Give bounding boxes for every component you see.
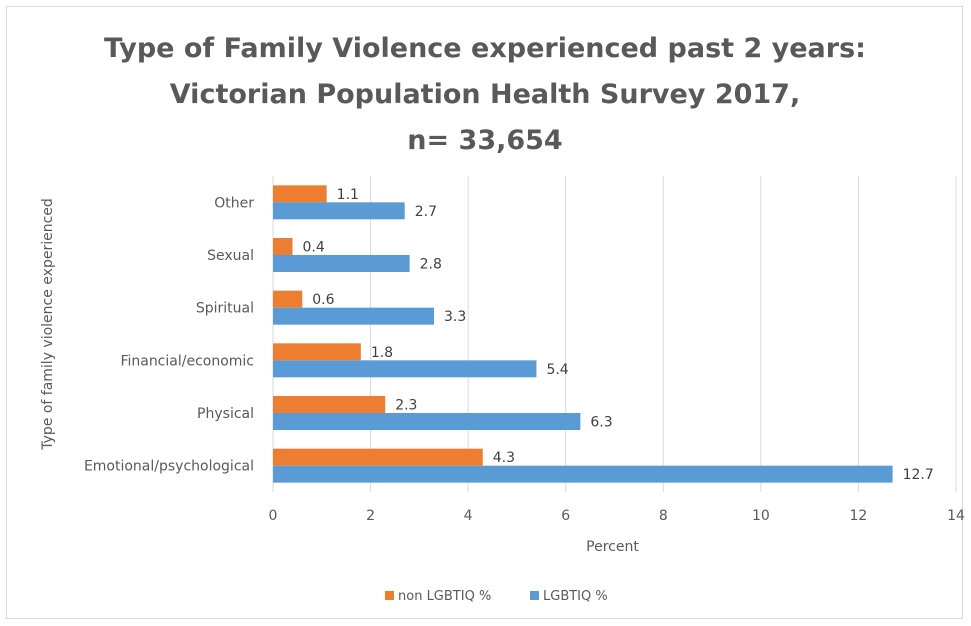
title-line-1: Type of Family Violence experienced past… [104, 33, 866, 64]
bar-lgbtiq [273, 360, 537, 378]
x-tick-labels: 0 2 4 6 8 10 12 14 [269, 508, 965, 524]
data-label: 6.3 [590, 415, 612, 431]
x-tick-label: 6 [561, 508, 570, 524]
data-label: 2.7 [415, 204, 437, 220]
y-axis-title: Type of family violence experienced [40, 198, 56, 451]
category-label: Financial/economic [120, 353, 254, 369]
category-label: Sexual [207, 248, 254, 264]
bar-non-lgbtiq [273, 343, 361, 361]
data-label: 12.7 [903, 467, 934, 483]
bar-non-lgbtiq [273, 238, 293, 255]
x-tick-label: 4 [464, 508, 473, 524]
title-line-3: n= 33,654 [407, 125, 562, 156]
legend-swatch [530, 591, 539, 600]
data-label: 5.4 [546, 362, 568, 378]
data-label: 4.3 [493, 450, 515, 466]
x-tick-label: 14 [947, 508, 965, 524]
x-tick-label: 2 [366, 508, 375, 524]
gridlines [272, 176, 957, 492]
x-tick-label: 0 [269, 508, 278, 524]
bar-non-lgbtiq [273, 396, 386, 413]
bar-non-lgbtiq [273, 290, 303, 308]
legend: non LGBTIQ % LGBTIQ % [385, 589, 608, 604]
data-label: 2.3 [395, 398, 417, 414]
bars: 4.3 12.7 2.3 6.3 1.8 5.4 0.6 3.3 0.4 2.8 1.1 2.7 [273, 185, 934, 483]
data-label: 2.8 [420, 257, 442, 273]
chart-title: Type of Family Violence experienced past… [104, 33, 866, 156]
category-labels: Emotional/psychological Physical Financial… [84, 195, 254, 474]
legend-label: LGBTIQ % [543, 589, 608, 604]
title-line-2: Victorian Population Health Survey 2017, [170, 79, 800, 110]
chart-frame [6, 6, 963, 619]
data-label: 1.1 [337, 187, 359, 203]
bar-lgbtiq [273, 255, 410, 272]
bar-non-lgbtiq [273, 448, 483, 466]
category-label: Other [214, 195, 254, 211]
x-tick-label: 10 [752, 508, 770, 524]
data-label: 0.6 [312, 292, 334, 308]
category-label: Spiritual [196, 301, 254, 317]
x-tick-label: 12 [850, 508, 868, 524]
x-axis-title: Percent [586, 539, 639, 555]
bar-lgbtiq [273, 202, 405, 220]
data-label: 3.3 [444, 309, 466, 325]
legend-swatch [385, 591, 394, 600]
bar-lgbtiq [273, 307, 434, 325]
data-label: 0.4 [303, 240, 325, 256]
category-label: Physical [197, 406, 254, 422]
bar-lgbtiq [273, 413, 581, 430]
x-tick-label: 8 [659, 508, 668, 524]
bar-lgbtiq [273, 465, 893, 483]
category-label: Emotional/psychological [84, 459, 254, 475]
data-label: 1.8 [371, 345, 393, 361]
legend-label: non LGBTIQ % [398, 589, 491, 604]
bar-non-lgbtiq [273, 185, 327, 203]
